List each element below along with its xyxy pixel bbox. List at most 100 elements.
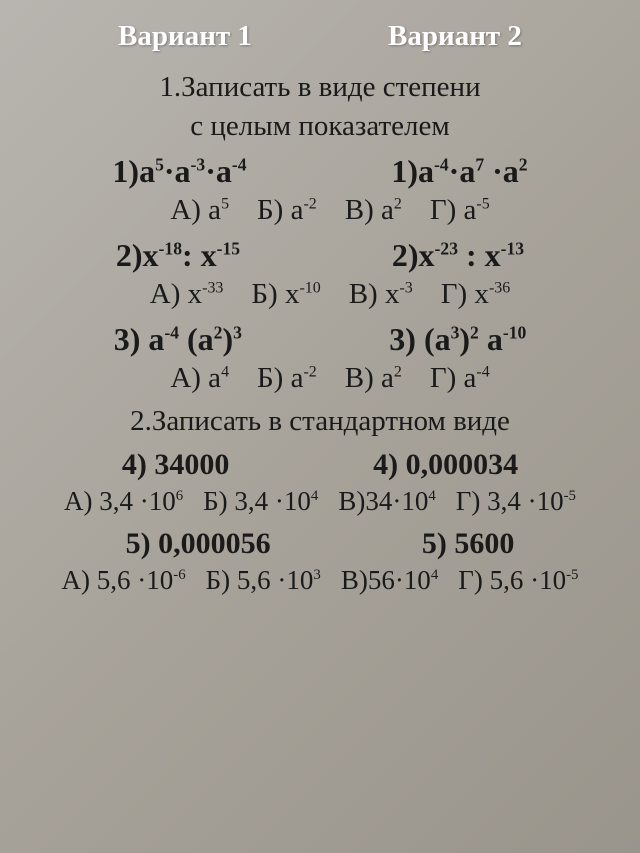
problem-3-left: 3) а-4 (а2)3 [114, 321, 242, 358]
text: В)56·10 [341, 565, 431, 595]
text: В)34·10 [338, 486, 428, 516]
answer-v: В) а2 [345, 362, 402, 395]
answer-v: В)56·104 [341, 565, 438, 596]
problem-4-row: 4) 34000 4) 0,000034 [10, 448, 630, 482]
problem-2-right: 2)х-23 : х-13 [392, 237, 524, 274]
problem-1-row: 1)а5·а-3·а-4 1)а-4·а7 ·а2 [10, 153, 630, 190]
answer-a: А) а4 [170, 362, 229, 395]
text: ·а [164, 153, 191, 189]
answers-5: А) 5,6 ·10-6 Б) 5,6 ·103 В)56·104 Г) 5,6… [10, 565, 630, 596]
text: Б) а [257, 362, 303, 394]
sup: 3 [313, 567, 320, 583]
answer-a: А) а5 [170, 194, 229, 227]
text: Г) а [430, 194, 477, 226]
answer-a: А) 3,4 ·106 [64, 486, 183, 517]
sup: -6 [173, 567, 185, 583]
sup: -2 [303, 195, 316, 212]
answer-b: Б) 3,4 ·104 [203, 486, 318, 517]
answer-a: А) 5,6 ·10-6 [62, 565, 186, 596]
sup: -3 [191, 154, 206, 174]
text: : х [458, 237, 501, 273]
sup: 4 [431, 567, 438, 583]
sup: 5 [155, 154, 164, 174]
problem-4-left: 4) 34000 [122, 448, 230, 482]
answer-g: Г) а-4 [430, 362, 490, 395]
answers-1: А) а5 Б) а-2 В) а2 Г) а-5 [10, 194, 630, 227]
answer-v: В) а2 [345, 194, 402, 227]
variant-1-title: Вариант 1 [118, 20, 252, 53]
answer-g: Г) 3,4 ·10-5 [456, 486, 576, 517]
text: ) [222, 321, 233, 357]
text: Г) 5,6 ·10 [458, 565, 566, 595]
problem-3-right: 3) (а3)2 а-10 [389, 321, 526, 358]
text: А) 5,6 ·10 [62, 565, 174, 595]
problem-5-row: 5) 0,000056 5) 5600 [10, 527, 630, 561]
answer-b: Б) 5,6 ·103 [206, 565, 321, 596]
text: А) а [170, 362, 221, 394]
text: В) а [345, 194, 394, 226]
sup: -18 [159, 238, 182, 258]
sup: -33 [202, 279, 223, 296]
sup: -4 [434, 154, 449, 174]
answer-b: Б) х-10 [251, 278, 320, 311]
problem-1-left: 1)а5·а-3·а-4 [112, 153, 246, 190]
text: Г) а [430, 362, 477, 394]
sup: -4 [476, 363, 489, 380]
text: Б) 5,6 ·10 [206, 565, 314, 595]
text: 3) а [114, 321, 165, 357]
answers-3: А) а4 Б) а-2 В) а2 Г) а-4 [10, 362, 630, 395]
text: В) х [349, 278, 400, 310]
sup: 2 [470, 322, 479, 342]
answer-a: А) х-33 [150, 278, 224, 311]
problem-2-left: 2)х-18: х-15 [116, 237, 240, 274]
sup: -4 [164, 322, 179, 342]
text: Б) 3,4 ·10 [203, 486, 311, 516]
text: А) х [150, 278, 202, 310]
text: 1)а [391, 153, 434, 189]
sup: -15 [217, 238, 240, 258]
problem-3-row: 3) а-4 (а2)3 3) (а3)2 а-10 [10, 321, 630, 358]
problem-5-left: 5) 0,000056 [126, 527, 271, 561]
answer-v: В)34·104 [338, 486, 435, 517]
sup: -3 [399, 279, 412, 296]
problem-2-row: 2)х-18: х-15 2)х-23 : х-13 [10, 237, 630, 274]
answer-v: В) х-3 [349, 278, 413, 311]
text: В) а [345, 362, 394, 394]
sup: -23 [435, 238, 458, 258]
sup: -10 [503, 322, 526, 342]
sup: 3 [233, 322, 242, 342]
sup: 4 [221, 363, 229, 380]
text: 2)х [392, 237, 435, 273]
section-1-line-1: 1.Записать в виде степени [10, 71, 630, 104]
sup: 5 [221, 195, 229, 212]
text: ·а [484, 153, 519, 189]
problem-1-right: 1)а-4·а7 ·а2 [391, 153, 527, 190]
text: : х [182, 237, 217, 273]
sup: -10 [299, 279, 320, 296]
problem-5-right: 5) 5600 [422, 527, 515, 561]
sup: -2 [303, 363, 316, 380]
sup: 2 [519, 154, 528, 174]
answers-4: А) 3,4 ·106 Б) 3,4 ·104 В)34·104 Г) 3,4 … [10, 486, 630, 517]
answer-b: Б) а-2 [257, 194, 317, 227]
sup: 6 [176, 488, 183, 504]
text: (а [179, 321, 214, 357]
problem-4-right: 4) 0,000034 [373, 448, 518, 482]
text: а [479, 321, 503, 357]
sup: -4 [232, 154, 247, 174]
sup: -5 [566, 567, 578, 583]
sup: -5 [564, 488, 576, 504]
text: 2)х [116, 237, 159, 273]
sup: 7 [475, 154, 484, 174]
text: 3) (а [389, 321, 450, 357]
sup: 4 [311, 488, 318, 504]
text: 1)а [112, 153, 155, 189]
section-1-line-2: с целым показателем [10, 110, 630, 143]
answer-g: Г) а-5 [430, 194, 490, 227]
sup: 4 [428, 488, 435, 504]
text: А) а [170, 194, 221, 226]
answer-b: Б) а-2 [257, 362, 317, 395]
text: А) 3,4 ·10 [64, 486, 176, 516]
sup: -5 [476, 195, 489, 212]
text: Б) х [251, 278, 299, 310]
